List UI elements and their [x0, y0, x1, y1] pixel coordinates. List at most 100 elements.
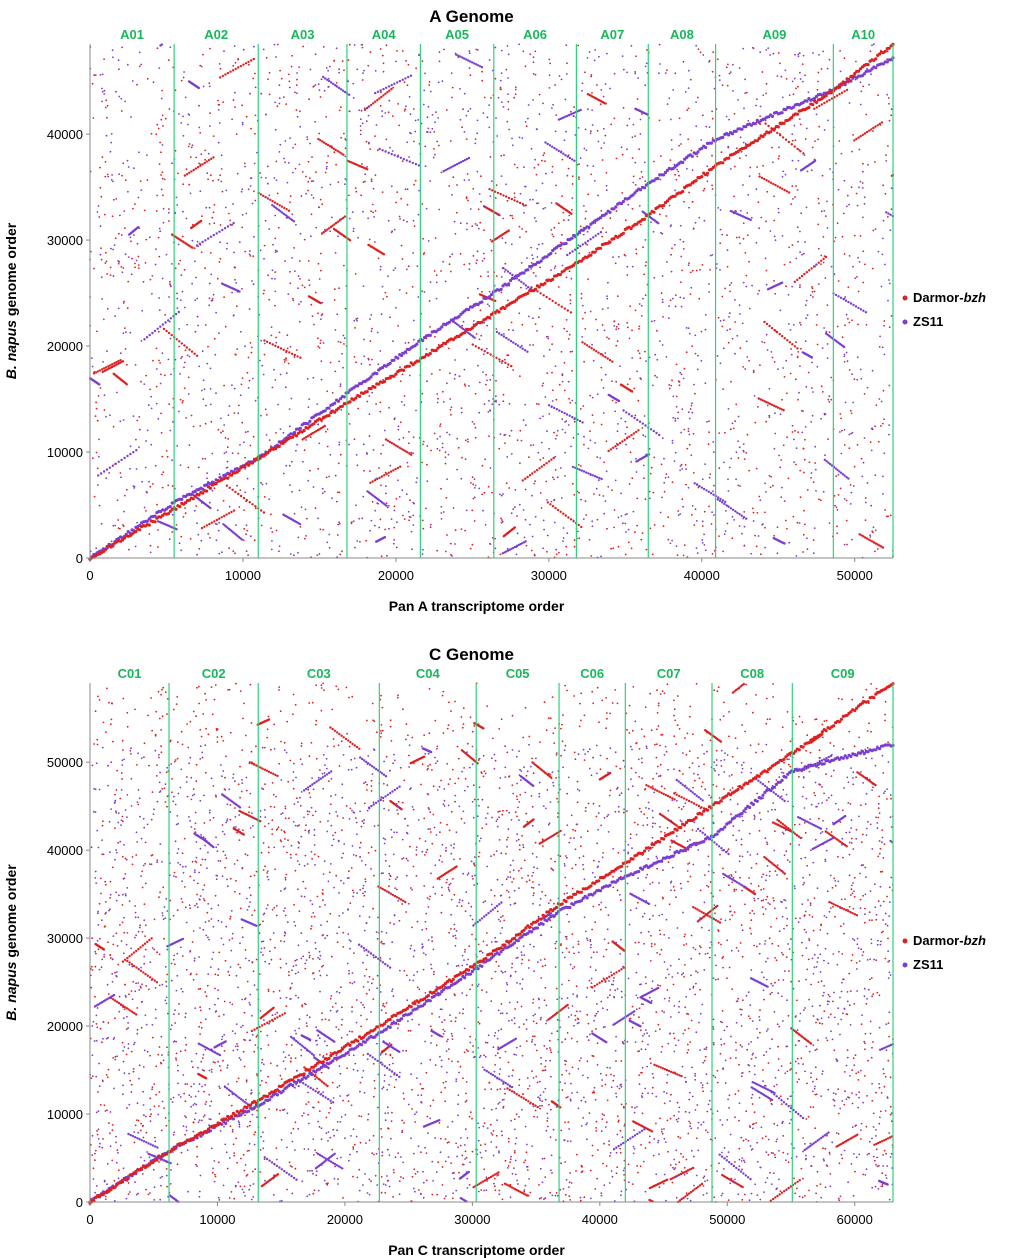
a-genome-point-zs11	[97, 484, 99, 486]
a-genome-point-darmor	[777, 157, 780, 160]
a-genome-point-zs11	[544, 396, 547, 398]
a-genome-point-darmor	[122, 302, 125, 304]
a-genome-point-zs11	[751, 284, 753, 287]
a-genome-segment-point	[857, 136, 860, 139]
a-genome-point-zs11	[436, 393, 439, 395]
a-genome-segment-point	[285, 208, 288, 211]
a-genome-point-darmor	[627, 541, 630, 544]
a-genome-segment-point	[343, 90, 347, 94]
a-genome-point-zs11	[154, 263, 157, 266]
a-genome-point-zs11	[407, 510, 410, 513]
a-genome-segment-point	[207, 159, 211, 162]
a-genome-point-darmor	[325, 430, 327, 433]
a-genome-point-darmor	[806, 170, 809, 173]
a-genome-point-darmor	[179, 398, 182, 401]
a-genome-point-darmor	[884, 192, 887, 195]
a-genome-segment-point	[849, 302, 853, 305]
a-genome-segment-point	[371, 480, 374, 483]
a-genome-point-zs11	[158, 297, 161, 299]
a-genome-segment-point	[405, 159, 408, 162]
a-genome-point-darmor	[379, 104, 382, 107]
a-genome-point-zs11	[105, 134, 108, 137]
a-genome-point-zs11	[101, 73, 104, 76]
a-genome-point-darmor	[841, 336, 844, 339]
a-genome-point-zs11	[700, 139, 703, 141]
a-genome-point-zs11	[448, 433, 451, 436]
a-genome-point-darmor	[219, 174, 222, 177]
a-genome-point-zs11	[412, 219, 415, 222]
a-genome-point-darmor	[343, 69, 345, 72]
a-genome-point-zs11	[804, 426, 807, 428]
a-genome-point-darmor	[268, 298, 271, 301]
a-genome-point-darmor	[701, 525, 704, 527]
a-genome-point-darmor	[551, 343, 553, 346]
a-genome-segment-point	[393, 154, 396, 157]
a-genome-point-darmor	[674, 173, 676, 176]
a-genome-point-darmor	[440, 487, 442, 490]
a-genome-point-darmor	[674, 420, 677, 422]
a-genome-segment-point	[210, 521, 213, 524]
a-genome-segment-point	[768, 324, 771, 328]
a-genome-point-darmor	[677, 411, 680, 414]
a-genome-point-zs11	[468, 67, 471, 70]
a-genome-point-zs11	[488, 399, 490, 402]
a-genome-point-zs11	[532, 257, 534, 260]
a-genome-point-zs11	[659, 511, 662, 514]
a-genome-segment-point	[594, 234, 597, 237]
a-genome-segment-point	[511, 273, 514, 277]
a-genome-segment-point	[319, 139, 322, 142]
a-genome-point-darmor	[472, 188, 475, 190]
a-genome-point-darmor	[168, 220, 170, 222]
a-genome-segment-point	[627, 413, 631, 416]
a-genome-segment-point	[513, 526, 516, 529]
a-genome-point-darmor	[605, 440, 608, 443]
a-genome-point-darmor	[226, 460, 229, 463]
a-genome-point-darmor	[156, 47, 159, 50]
a-genome-point-darmor	[850, 186, 853, 189]
a-genome-point-darmor	[106, 173, 109, 176]
a-genome-point-darmor	[828, 331, 831, 333]
a-genome-point-zs11	[727, 145, 730, 148]
a-genome-point-zs11	[643, 161, 646, 164]
a-genome-point-zs11	[845, 351, 848, 354]
a-genome-point-darmor	[584, 217, 587, 220]
a-genome-point-darmor	[303, 286, 306, 289]
a-genome-point-darmor	[635, 55, 637, 58]
a-genome-point-zs11	[518, 503, 521, 506]
a-genome-point-zs11	[371, 391, 374, 394]
a-genome-point-darmor	[294, 143, 297, 146]
a-genome-diagonal-zs11	[421, 338, 425, 343]
a-genome-point-zs11	[859, 368, 862, 371]
a-genome-point-darmor	[670, 253, 672, 256]
a-genome-point-darmor	[760, 553, 762, 556]
a-genome-segment-point	[115, 361, 118, 364]
a-genome-point-darmor	[263, 244, 266, 247]
a-genome-segment-point	[336, 220, 340, 223]
a-genome-point-darmor	[887, 515, 889, 517]
a-genome-point-zs11	[570, 445, 572, 448]
a-genome-point-zs11	[376, 502, 379, 504]
a-genome-segment-point	[385, 86, 388, 90]
a-genome-point-darmor	[653, 160, 655, 163]
a-genome-point-darmor	[711, 553, 714, 555]
a-genome-point-darmor	[268, 93, 271, 96]
a-genome-point-darmor	[685, 351, 688, 354]
a-genome-point-darmor	[513, 192, 516, 195]
a-genome-point-zs11	[100, 276, 103, 279]
a-genome-point-darmor	[697, 48, 700, 50]
a-genome-point-darmor	[144, 262, 147, 264]
a-genome-point-zs11	[687, 486, 690, 489]
a-genome-point-darmor	[525, 230, 528, 233]
a-genome-segment-point	[402, 448, 405, 452]
a-genome-point-darmor	[537, 316, 540, 319]
a-genome-point-zs11	[112, 275, 115, 278]
a-genome-point-zs11	[883, 324, 885, 327]
a-genome-point-darmor	[338, 523, 341, 525]
a-genome-point-zs11	[766, 349, 769, 351]
a-genome-point-zs11	[397, 428, 400, 431]
a-genome-point-darmor	[677, 380, 680, 383]
a-genome-point-zs11	[134, 545, 137, 548]
a-genome-segment-point	[465, 58, 468, 61]
a-genome-segment-point	[299, 356, 302, 359]
a-genome-point-darmor	[181, 355, 184, 358]
